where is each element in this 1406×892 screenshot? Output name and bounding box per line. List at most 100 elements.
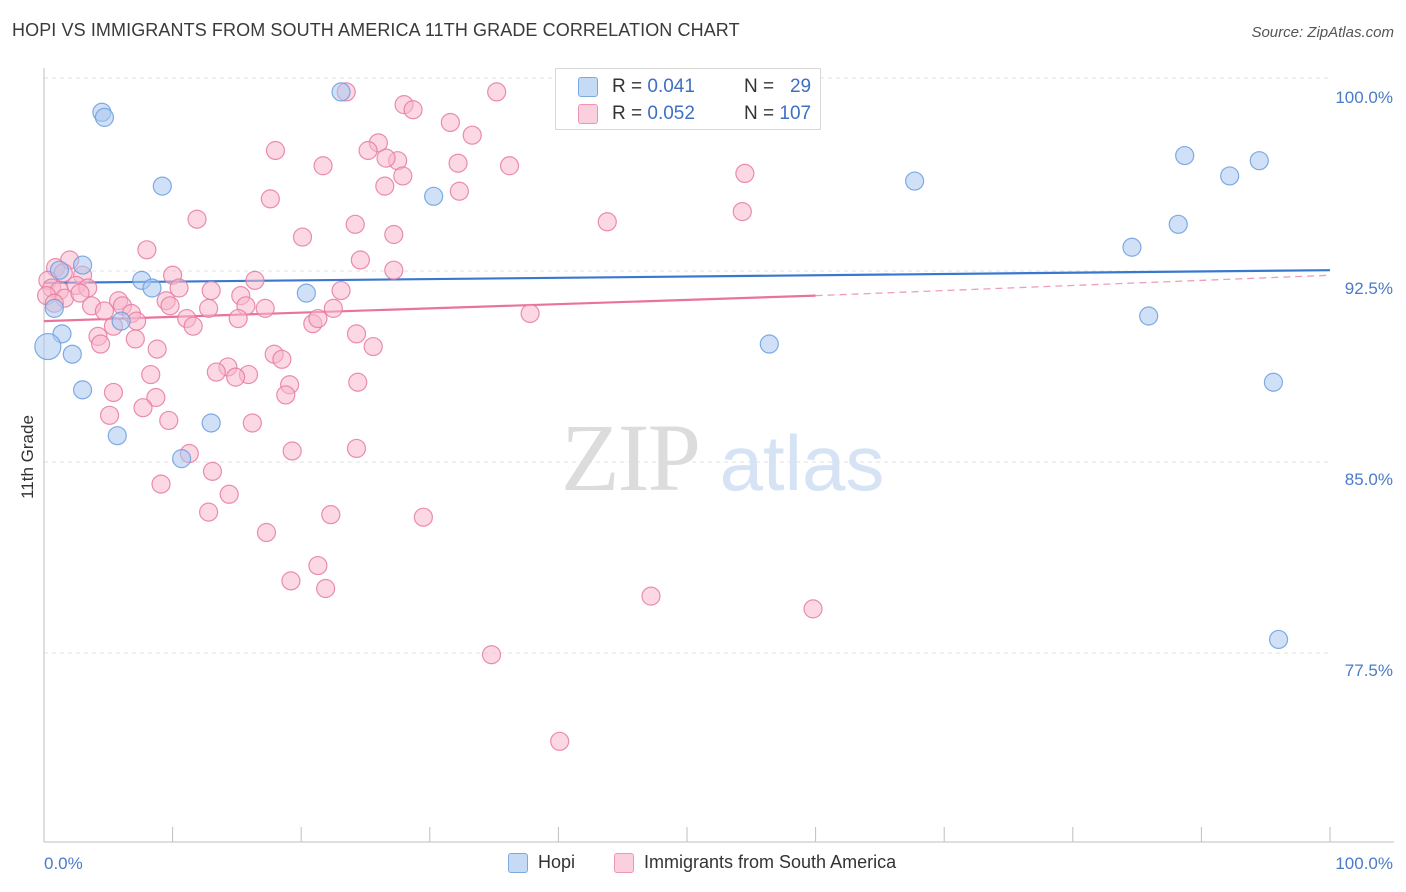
hopi-point <box>111 311 131 331</box>
immigrants-point <box>199 502 219 522</box>
hopi-point <box>1249 151 1269 171</box>
immigrants-point <box>90 334 111 354</box>
immigrants-point <box>70 283 90 303</box>
immigrants-point <box>487 82 507 102</box>
immigrants-point <box>245 270 265 290</box>
hopi-point <box>331 82 351 102</box>
immigrants-point <box>348 372 368 392</box>
immigrants-point <box>735 163 755 183</box>
x-tick-label-max: 100.0% <box>1335 854 1393 873</box>
immigrants-point <box>282 441 302 461</box>
hopi-point <box>1268 629 1289 650</box>
immigrants-point <box>350 250 370 270</box>
immigrants-point <box>732 202 752 222</box>
immigrants-point <box>125 329 145 349</box>
immigrants-point <box>276 385 296 405</box>
legend-hopi-swatch <box>508 852 528 873</box>
immigrants-point <box>133 398 153 418</box>
immigrants-point <box>281 571 301 591</box>
immigrants-trend-extension <box>815 274 1331 297</box>
immigrants-point <box>316 578 336 599</box>
hopi-r-value: 0.041 <box>647 76 695 97</box>
legend-item-immigrants: Immigrants from South America <box>614 852 896 873</box>
stats-legend: R = 0.041 N = 29 R = 0.052 N = 107 <box>555 68 821 130</box>
immigrants-point <box>499 156 520 176</box>
y-tick-label: 92.5% <box>1345 279 1393 298</box>
immigrants-point <box>384 260 404 280</box>
x-tick-label-min: 0.0% <box>44 854 83 873</box>
immigrants-point <box>255 298 275 318</box>
y-axis-title: 11th Grade <box>18 415 37 499</box>
immigrants-point <box>331 280 351 301</box>
immigrants-point <box>597 212 617 232</box>
immigrants-point <box>345 214 365 234</box>
hopi-point <box>142 278 162 298</box>
axes <box>43 68 1394 843</box>
hopi-point <box>1168 214 1188 234</box>
immigrants-point <box>346 438 367 459</box>
immigrants-point <box>159 410 179 431</box>
immigrants-point <box>641 586 661 606</box>
immigrants-point <box>206 362 226 382</box>
immigrants-point <box>481 645 502 665</box>
hopi-point <box>94 107 115 127</box>
immigrants-point <box>265 140 286 161</box>
watermark-atlas: atlas <box>720 419 885 507</box>
immigrants-point <box>448 153 468 173</box>
hopi-point <box>296 283 316 303</box>
immigrants-point <box>260 189 280 209</box>
immigrants-point <box>384 224 404 245</box>
immigrants-point <box>358 140 378 161</box>
immigrants-point <box>228 308 248 329</box>
immigrants-point <box>201 280 221 301</box>
hopi-point <box>1139 306 1159 326</box>
immigrants-point <box>226 367 246 387</box>
watermark-zip: ZIP <box>561 404 699 511</box>
hopi-n-value: 29 <box>789 76 812 97</box>
immigrants-n-value: 107 <box>779 103 812 124</box>
hopi-point <box>107 426 127 446</box>
immigrants-point <box>363 336 383 357</box>
immigrants-point <box>462 125 482 145</box>
immigrants-n-label: N = <box>744 103 780 124</box>
hopi-point <box>201 413 221 433</box>
immigrants-point <box>803 599 823 619</box>
hopi-n-label: N = <box>744 76 780 97</box>
immigrants-point <box>146 387 166 408</box>
stats-legend-row-hopi: R = 0.041 N = 29 <box>578 74 811 100</box>
immigrants-point <box>520 303 540 324</box>
immigrants-point <box>550 731 570 751</box>
immigrants-point <box>292 227 313 247</box>
hopi-point <box>1175 145 1195 166</box>
data-points <box>34 82 1289 751</box>
hopi-point <box>759 334 779 354</box>
immigrants-point <box>308 555 328 576</box>
hopi-r-label: R = <box>612 76 648 97</box>
y-tick-label: 85.0% <box>1345 470 1393 489</box>
hopi-point <box>62 344 82 364</box>
immigrants-point <box>183 316 203 336</box>
immigrants-point <box>313 156 333 176</box>
hopi-point <box>1122 237 1142 257</box>
hopi-point <box>905 171 925 191</box>
source-note: Source: ZipAtlas.com <box>1251 24 1394 41</box>
axis-labels: 100.0% 92.5% 85.0% 77.5% 0.0% 100.0% 11th Grad… <box>18 88 1393 873</box>
legend-hopi-label: Hopi <box>538 852 576 872</box>
immigrants-point <box>147 339 167 359</box>
immigrants-point <box>346 324 367 344</box>
immigrants-point <box>308 308 328 329</box>
y-tick-label: 77.5% <box>1345 661 1393 680</box>
immigrants-point <box>137 240 157 260</box>
immigrants-point <box>393 166 413 186</box>
legend-item-hopi: Hopi <box>508 852 575 873</box>
immigrants-r-value: 0.052 <box>647 103 695 124</box>
immigrants-point <box>449 181 469 201</box>
immigrants-point <box>169 278 189 298</box>
hopi-point <box>424 186 444 206</box>
chart-title: HOPI VS IMMIGRANTS FROM SOUTH AMERICA 11… <box>12 20 740 40</box>
immigrants-point <box>219 484 239 504</box>
y-tick-label: 100.0% <box>1335 88 1393 107</box>
hopi-trend-line <box>43 269 1331 285</box>
immigrants-point <box>141 364 161 385</box>
